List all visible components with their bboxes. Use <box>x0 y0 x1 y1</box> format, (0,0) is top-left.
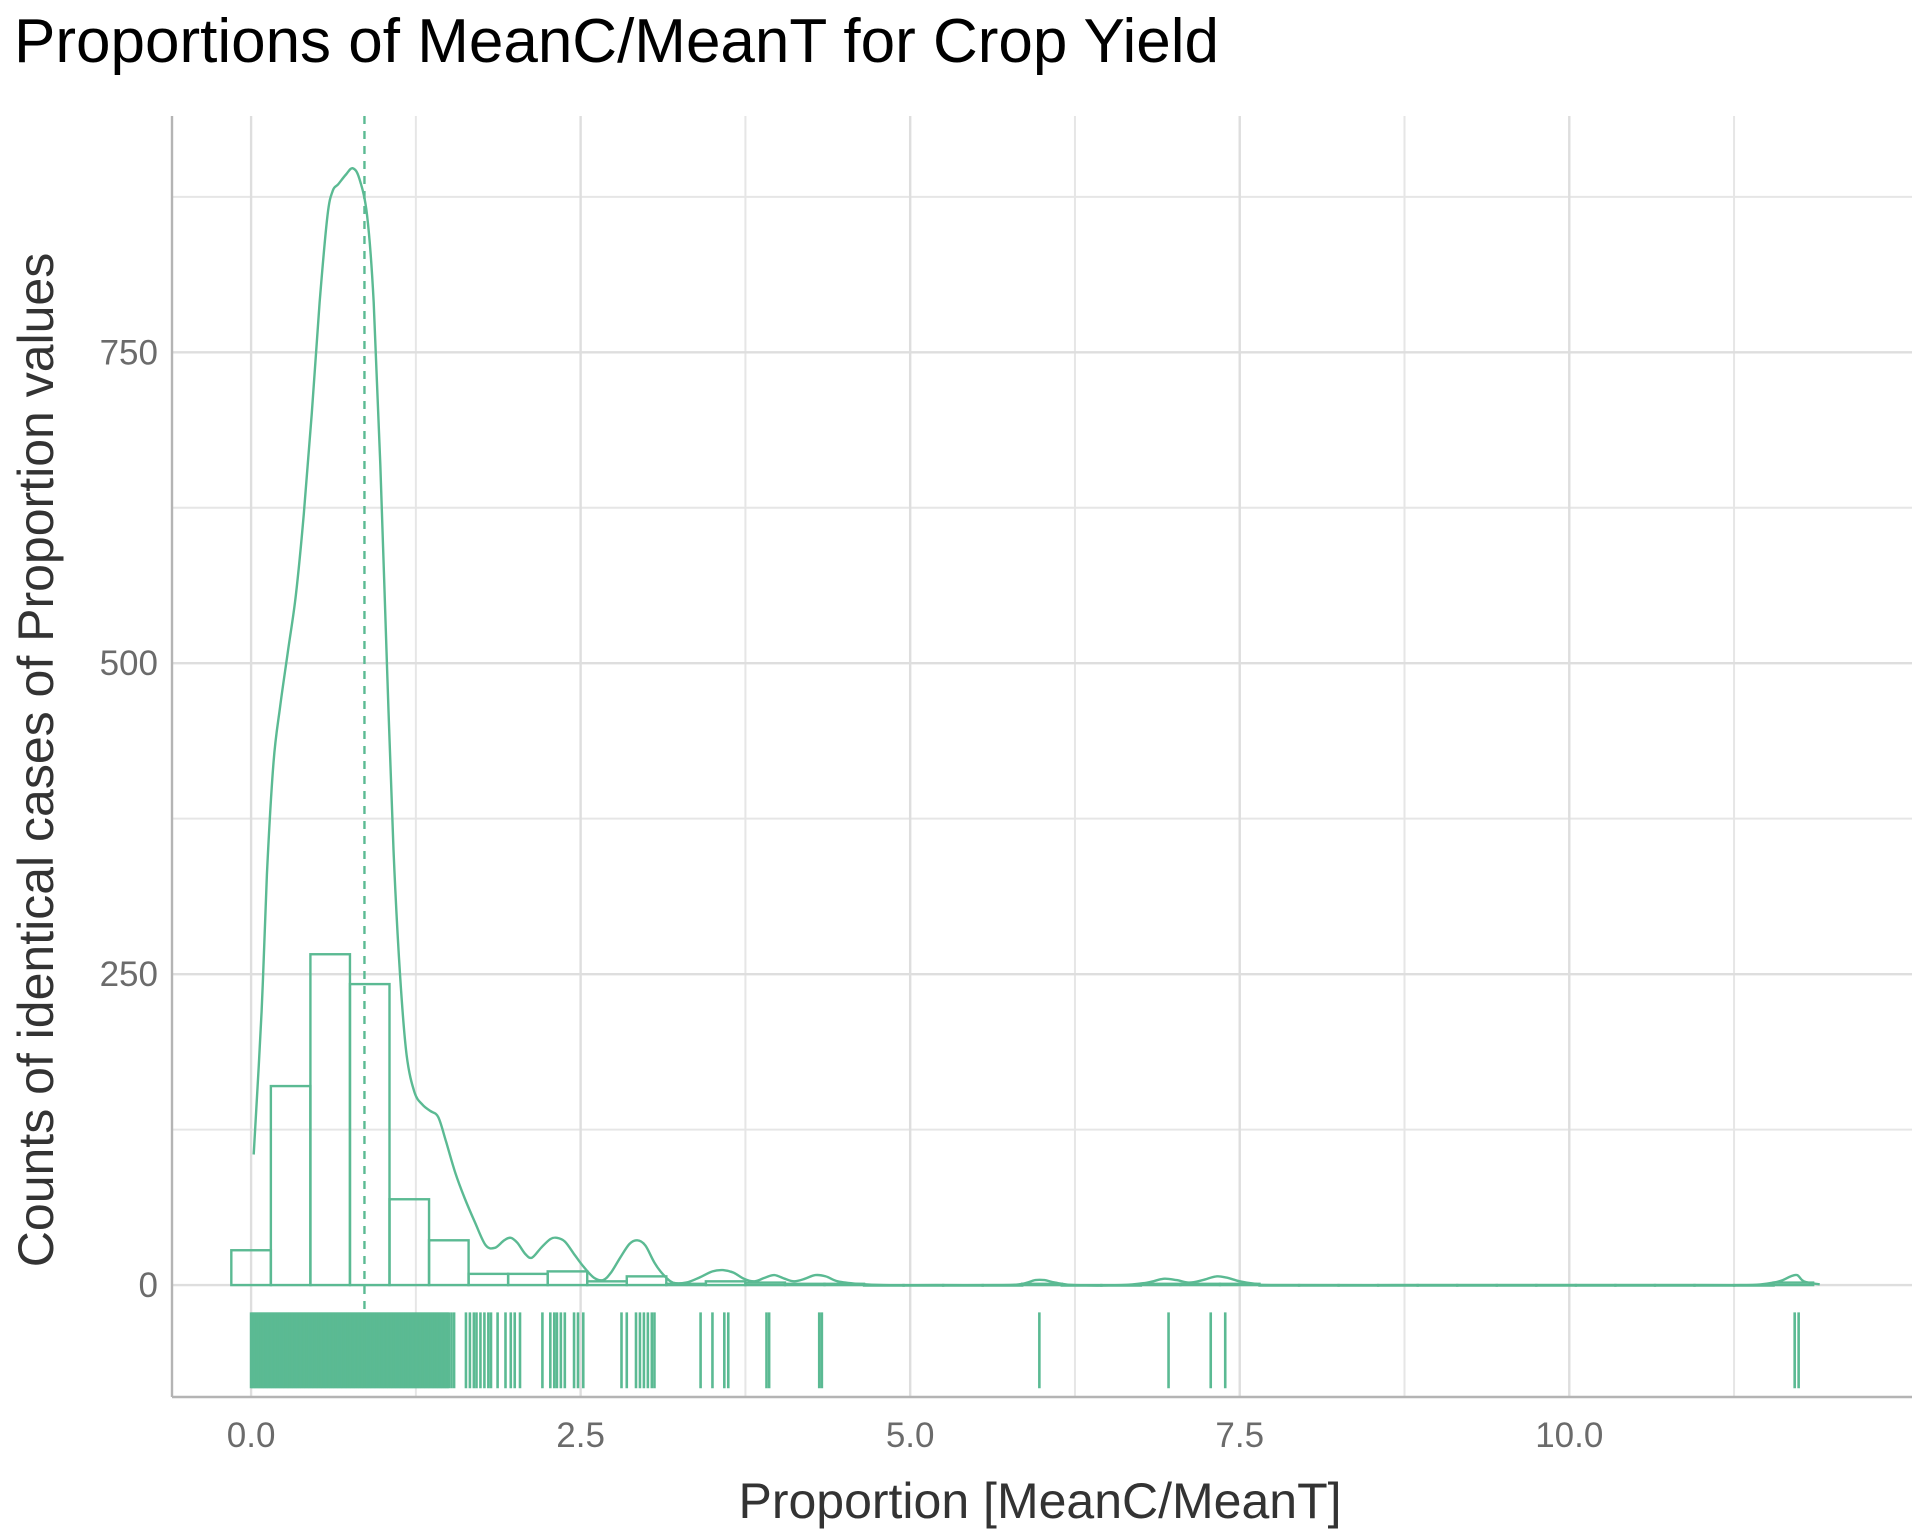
x-tick-label: 0.0 <box>227 1416 276 1455</box>
histogram-bar <box>467 1272 510 1287</box>
x-tick-label: 10.0 <box>1535 1416 1603 1455</box>
x-tick-label: 5.0 <box>886 1416 935 1455</box>
chart-title: Proportions of MeanC/MeanT for Crop Yiel… <box>14 7 1219 76</box>
histogram-bar <box>704 1280 747 1287</box>
rug-marks <box>249 1312 1800 1389</box>
density-curve <box>252 166 1820 1287</box>
y-tick-label: 250 <box>100 955 158 994</box>
y-axis-ticks: 0 250 500 750 <box>100 333 158 1305</box>
histogram-bar <box>388 1198 431 1287</box>
histogram-bars <box>230 953 1815 1287</box>
histogram-bar <box>269 1084 312 1287</box>
x-axis-title: Proportion [MeanC/MeanT] <box>738 1473 1341 1529</box>
histogram-bar <box>309 953 352 1287</box>
histogram-bar <box>506 1272 549 1287</box>
y-tick-label: 0 <box>139 1266 158 1305</box>
histogram-bar <box>1139 1282 1182 1287</box>
histogram-bar <box>783 1282 826 1287</box>
x-tick-label: 2.5 <box>556 1416 605 1455</box>
histogram-bar <box>546 1270 589 1287</box>
y-tick-label: 750 <box>100 333 158 372</box>
x-axis-ticks: 0.0 2.5 5.0 7.5 10.0 <box>227 1416 1604 1455</box>
y-tick-label: 500 <box>100 644 158 683</box>
histogram-bar <box>348 982 391 1287</box>
x-tick-label: 7.5 <box>1215 1416 1264 1455</box>
histogram-bar <box>1179 1282 1222 1287</box>
histogram-bar <box>1021 1282 1063 1287</box>
histogram-bar <box>427 1239 470 1287</box>
grid-lines <box>172 116 1912 1397</box>
histogram-bar <box>744 1281 787 1287</box>
histogram-bar <box>586 1280 628 1287</box>
histogram-bar <box>665 1282 708 1287</box>
y-axis-title: Counts of identical cases of Proportion … <box>8 253 64 1267</box>
histogram-bar <box>625 1275 668 1287</box>
